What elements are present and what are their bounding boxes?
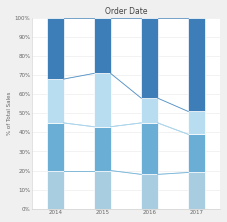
Bar bbox=[47, 79, 64, 123]
Bar bbox=[47, 170, 64, 209]
Bar bbox=[94, 73, 111, 127]
Bar bbox=[47, 18, 64, 79]
Bar bbox=[141, 98, 158, 123]
Bar bbox=[141, 18, 158, 98]
Y-axis label: % of Total Sales: % of Total Sales bbox=[7, 92, 12, 135]
Bar bbox=[188, 134, 205, 172]
Bar bbox=[188, 18, 205, 111]
Bar bbox=[94, 18, 111, 73]
Bar bbox=[94, 127, 111, 170]
Bar bbox=[188, 172, 205, 209]
Bar bbox=[141, 123, 158, 174]
Title: Order Date: Order Date bbox=[105, 7, 147, 16]
Bar bbox=[188, 111, 205, 134]
Bar bbox=[47, 123, 64, 170]
Bar bbox=[94, 170, 111, 209]
Bar bbox=[141, 174, 158, 209]
